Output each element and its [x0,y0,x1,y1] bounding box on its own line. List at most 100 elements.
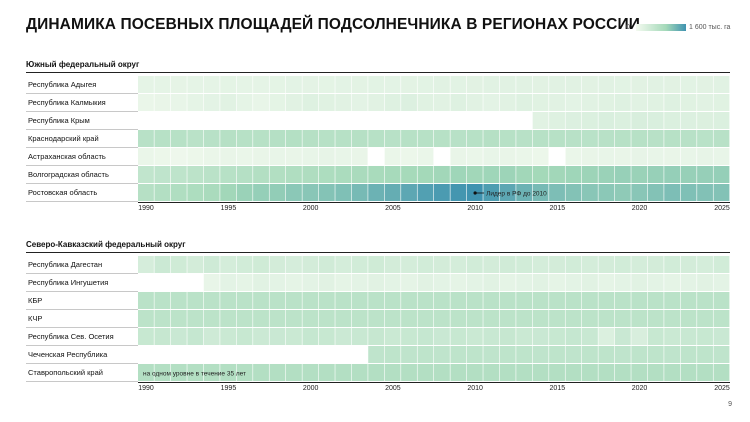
heatmap-cell [434,292,450,309]
heatmap-cell [384,130,401,147]
heatmap-cell [713,328,730,345]
heatmap-cell [450,346,467,363]
heatmap-cell [647,148,664,165]
row-label: Республика Адыгея [28,80,97,89]
heatmap-cell [680,364,697,381]
heatmap-cell [466,274,483,291]
heatmap-cell [713,310,730,327]
heatmap-cell [203,364,220,381]
heatmap-cell [236,76,253,93]
heatmap-cell [253,292,269,309]
heatmap-cell [516,184,533,201]
heatmap-cell [351,76,368,93]
heatmap-cell [582,184,598,201]
heatmap-cell [598,364,615,381]
heatmap-cell [187,148,204,165]
heatmap-cell [598,130,615,147]
heatmap-cell [170,364,187,381]
heatmap-cell [269,148,286,165]
section-north-caucasus: Северо-Кавказский федеральный округ Респ… [26,238,730,398]
heatmap-cell [368,310,385,327]
heatmap-cell [631,166,648,183]
heatmap-cell [302,310,319,327]
heatmap-cell [631,274,648,291]
heatmap-cell [483,274,500,291]
heatmap-cell [598,76,615,93]
heatmap-cell [499,364,516,381]
heatmap-cell [582,256,598,273]
heatmap-cell [401,148,417,165]
heatmap-cell [549,76,565,93]
heatmap-cell [434,130,450,147]
heatmap-cell [236,94,253,111]
heatmap-cell [220,364,237,381]
heatmap-cell [697,310,713,327]
heatmap-cell [598,184,615,201]
heatmap-cell [318,130,335,147]
heatmap-cell [582,94,598,111]
heatmap-cell [286,292,302,309]
heatmap-cell [549,328,565,345]
heatmap-cell [647,76,664,93]
heatmap-cell [631,346,648,363]
heatmap-cell [483,94,500,111]
heatmap-cell [269,130,286,147]
row-label: Чеченская Республика [28,350,108,359]
heatmap-cell [549,112,565,129]
heatmap-cell [368,328,385,345]
heatmap-cell [713,148,730,165]
heatmap-cell [680,346,697,363]
heatmap-cell [549,346,565,363]
heatmap-cell [532,166,549,183]
heatmap-cell [450,292,467,309]
heatmap-cell [220,184,237,201]
heatmap-cell [483,328,500,345]
row-label: Республика Крым [28,116,90,125]
row-separator [26,327,138,328]
heatmap-cell [680,94,697,111]
heatmap-cell [466,310,483,327]
heatmap-cell [335,310,352,327]
heatmap-cell [253,166,269,183]
heatmap-cell [368,256,385,273]
heatmap-cell [170,166,187,183]
heatmap-cell [532,328,549,345]
row-label: КБР [28,296,43,305]
heatmap-cell [220,130,237,147]
heatmap-cell [697,184,713,201]
heatmap-cell [713,274,730,291]
page-title: ДИНАМИКА ПОСЕВНЫХ ПЛОЩАДЕЙ ПОДСОЛНЕЧНИКА… [26,16,640,33]
heatmap-cell [269,94,286,111]
heatmap-cell [318,256,335,273]
heatmap-cell [697,292,713,309]
heatmap-cell [466,94,483,111]
heatmap-cell [203,76,220,93]
heatmap-cell [154,166,171,183]
heatmap-cell [713,364,730,381]
heatmap-cell [368,166,385,183]
heatmap-cell [286,166,302,183]
heatmap-cell [565,274,582,291]
heatmap-cell [664,166,681,183]
heatmap-cell [154,310,171,327]
heatmap-cell [647,292,664,309]
heatmap-cell [335,166,352,183]
heatmap-cell [664,310,681,327]
heatmap-cell [647,346,664,363]
heatmap-cell [154,148,171,165]
heatmap-cell [697,130,713,147]
heatmap-cell [598,148,615,165]
heatmap-cell [697,328,713,345]
heatmap-cell [516,310,533,327]
heatmap-cell [549,310,565,327]
heatmap-cell [401,184,417,201]
legend-min-label: 0 [626,24,630,31]
heatmap-cell [499,292,516,309]
heatmap-cell [631,310,648,327]
row-separator [26,147,138,148]
heatmap-cell [236,130,253,147]
heatmap-cell [483,256,500,273]
heatmap-cell [713,76,730,93]
heatmap-cell [598,256,615,273]
heatmap-cell [236,274,253,291]
